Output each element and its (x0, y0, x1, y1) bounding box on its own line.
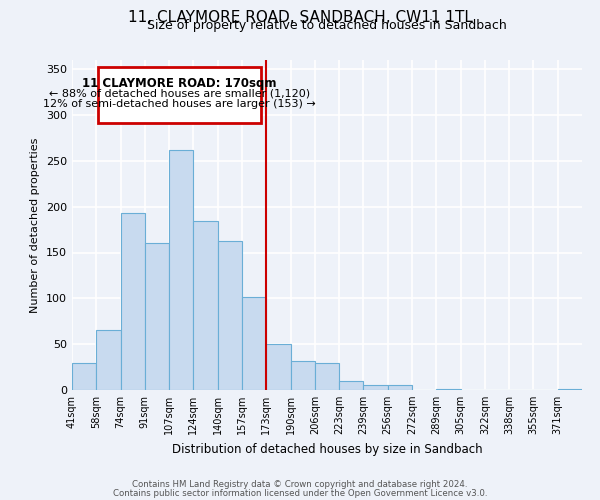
Bar (315, 362, 339, 390)
Y-axis label: Number of detached properties: Number of detached properties (31, 138, 40, 312)
Text: ← 88% of detached houses are smaller (1,120): ← 88% of detached houses are smaller (1,… (49, 88, 310, 99)
Text: 11 CLAYMORE ROAD: 170sqm: 11 CLAYMORE ROAD: 170sqm (82, 76, 277, 90)
Bar (145, 244, 169, 390)
Bar (218, 240, 242, 390)
Text: Contains HM Land Registry data © Crown copyright and database right 2024.: Contains HM Land Registry data © Crown c… (132, 480, 468, 489)
FancyBboxPatch shape (97, 68, 262, 123)
Bar (558, 389, 582, 390)
Text: Contains public sector information licensed under the Open Government Licence v3: Contains public sector information licen… (113, 490, 487, 498)
Bar (96, 330, 121, 390)
Text: 11, CLAYMORE ROAD, SANDBACH, CW11 1TL: 11, CLAYMORE ROAD, SANDBACH, CW11 1TL (128, 10, 472, 25)
Text: 12% of semi-detached houses are larger (153) →: 12% of semi-detached houses are larger (… (43, 100, 316, 110)
Bar (339, 381, 364, 390)
Bar (266, 344, 290, 390)
Bar (72, 362, 96, 390)
X-axis label: Distribution of detached houses by size in Sandbach: Distribution of detached houses by size … (172, 442, 482, 456)
Title: Size of property relative to detached houses in Sandbach: Size of property relative to detached ho… (147, 20, 507, 32)
Bar (364, 386, 388, 390)
Bar (290, 360, 315, 390)
Bar (193, 222, 218, 390)
Bar (121, 213, 145, 390)
Bar (388, 386, 412, 390)
Bar (436, 389, 461, 390)
Bar (242, 296, 266, 390)
Bar (169, 150, 193, 390)
